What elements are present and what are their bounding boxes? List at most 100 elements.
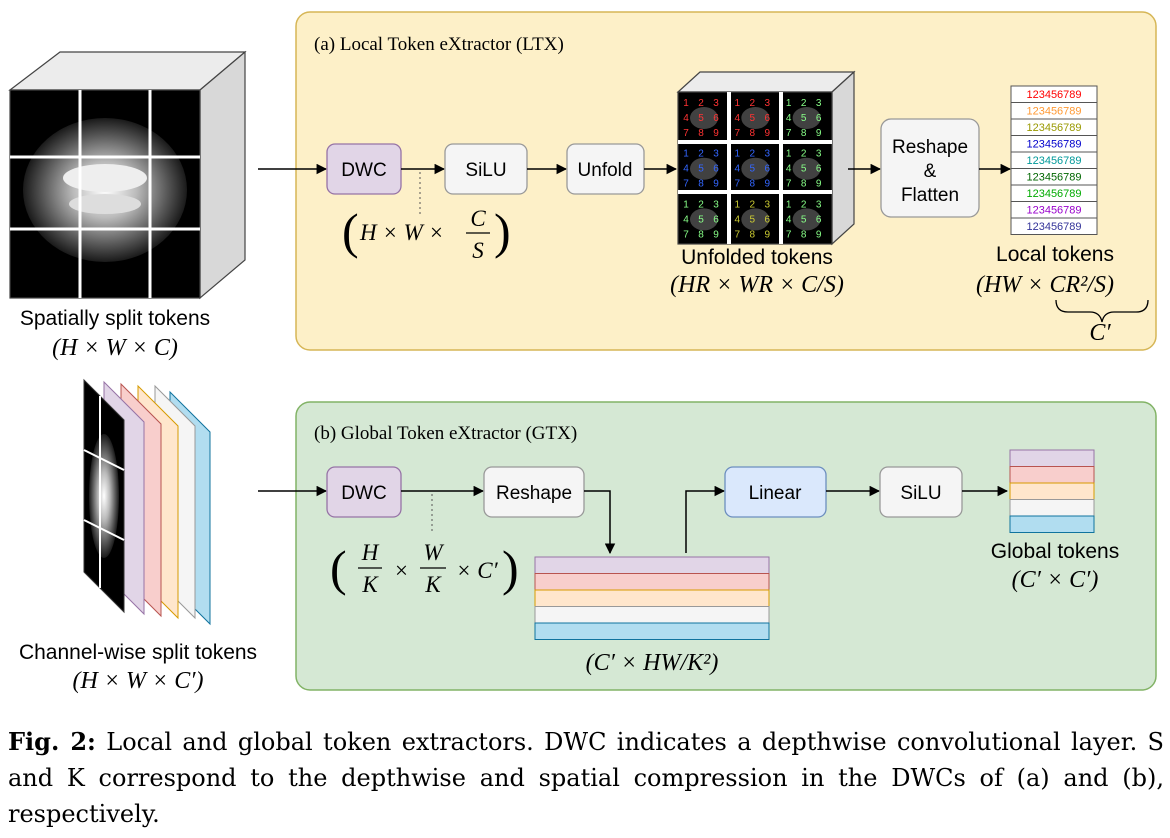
grid-digit: 6 xyxy=(816,113,822,124)
grid-digit: 5 xyxy=(698,164,704,175)
grid-digit: 1 xyxy=(683,98,689,109)
svg-text:× C′: × C′ xyxy=(456,558,499,583)
ltx-reshape-flatten-node[interactable]: Reshape & Flatten xyxy=(880,118,980,218)
ltx-dwc-node[interactable]: DWC xyxy=(326,143,402,195)
grid-digit: 5 xyxy=(698,113,704,124)
grid-digit: 5 xyxy=(750,113,756,124)
token-band xyxy=(534,589,770,607)
grid-digit: 3 xyxy=(765,98,771,109)
grid-digit: 9 xyxy=(765,229,771,240)
grid-digit: 5 xyxy=(750,214,756,225)
grid-digit: 2 xyxy=(750,149,756,160)
grid-digit: 8 xyxy=(750,229,756,240)
local-token-row-text: 123456789 xyxy=(1026,89,1081,101)
gtx-dwc-dims: ( H K × W K × C′ ) xyxy=(330,540,519,597)
gtx-dwc-node[interactable]: DWC xyxy=(326,466,402,518)
grid-digit: 1 xyxy=(683,149,689,160)
local-tokens-label: Local tokens xyxy=(996,243,1114,266)
local-token-row-text: 123456789 xyxy=(1026,139,1081,151)
grid-digit: 9 xyxy=(816,128,822,139)
token-band xyxy=(1009,499,1095,517)
svg-text:×: × xyxy=(395,558,408,583)
grid-digit: 1 xyxy=(735,199,741,210)
unfolded-tokens-dims: (HR × WR × C/S) xyxy=(670,272,844,298)
grid-digit: 4 xyxy=(786,214,792,225)
local-tokens-brace xyxy=(1055,299,1149,323)
ltx-dwc-dims: ( H × W × C S ) xyxy=(342,203,511,263)
gtx-linear-label: Linear xyxy=(749,483,802,504)
grid-digit: 6 xyxy=(765,113,771,124)
grid-digit: 1 xyxy=(786,98,792,109)
grid-digit: 4 xyxy=(735,113,741,124)
token-band xyxy=(1009,482,1095,500)
token-band xyxy=(534,622,770,640)
token-band xyxy=(1009,466,1095,484)
grid-digit: 7 xyxy=(786,128,792,139)
grid-digit: 4 xyxy=(683,214,689,225)
arrow-reshape-to-stack xyxy=(584,490,616,555)
grid-digit: 7 xyxy=(683,179,689,190)
grid-digit: 2 xyxy=(698,199,704,210)
local-token-row-text: 123456789 xyxy=(1026,172,1081,184)
ltx-title: (a) Local Token eXtractor (LTX) xyxy=(314,34,564,55)
grid-digit: 2 xyxy=(698,149,704,160)
ltx-unfold-node[interactable]: Unfold xyxy=(566,143,645,195)
grid-digit: 5 xyxy=(801,164,807,175)
grid-digit: 4 xyxy=(735,164,741,175)
grid-digit: 2 xyxy=(801,98,807,109)
grid-digit: 5 xyxy=(801,214,807,225)
svg-text:): ) xyxy=(494,203,511,259)
grid-digit: 6 xyxy=(765,164,771,175)
grid-digit: 1 xyxy=(786,199,792,210)
local-token-row-text: 123456789 xyxy=(1026,221,1081,233)
svg-text:(: ( xyxy=(330,540,347,596)
grid-digit: 2 xyxy=(801,199,807,210)
grid-digit: 9 xyxy=(765,128,771,139)
spatial-input-label: Spatially split tokens xyxy=(20,307,210,330)
grid-digit: 4 xyxy=(735,214,741,225)
gtx-linear-node[interactable]: Linear xyxy=(724,466,827,518)
gtx-reshape-node[interactable]: Reshape xyxy=(483,466,585,518)
grid-digit: 2 xyxy=(750,98,756,109)
grid-digit: 8 xyxy=(801,229,807,240)
svg-text:K: K xyxy=(361,572,379,597)
channel-input-dims: (H × W × C′) xyxy=(73,668,204,694)
gtx-title: (b) Global Token eXtractor (GTX) xyxy=(314,423,577,444)
grid-digit: 5 xyxy=(801,113,807,124)
svg-text:W: W xyxy=(423,540,444,565)
local-token-row-text: 123456789 xyxy=(1026,205,1081,217)
grid-digit: 8 xyxy=(698,128,704,139)
svg-text:S: S xyxy=(472,238,484,263)
local-token-row-text: 123456789 xyxy=(1026,122,1081,134)
grid-digit: 9 xyxy=(816,229,822,240)
grid-digit: 9 xyxy=(765,179,771,190)
grid-digit: 7 xyxy=(786,179,792,190)
unfolded-tokens-cube: 1 2 34 5 67 8 91 2 34 5 67 8 91 2 34 5 67 8 91 2 34 5 67 8 91 2 34… xyxy=(676,70,856,246)
ltx-silu-node[interactable]: SiLU xyxy=(444,143,528,195)
grid-digit: 3 xyxy=(816,98,822,109)
svg-text:): ) xyxy=(502,540,519,596)
local-token-row-text: 123456789 xyxy=(1026,106,1081,118)
grid-digit: 6 xyxy=(713,164,719,175)
svg-text:H: H xyxy=(361,540,380,565)
grid-digit: 1 xyxy=(786,149,792,160)
grid-digit: 2 xyxy=(750,199,756,210)
local-tokens-dims: (HW × CR²/S) xyxy=(976,272,1114,298)
arrow-stack-to-linear xyxy=(685,485,726,553)
gtx-stack-dims: (C′ × HW/K²) xyxy=(586,650,719,676)
grid-digit: 8 xyxy=(750,128,756,139)
grid-digit: 3 xyxy=(713,98,719,109)
grid-digit: 3 xyxy=(713,149,719,160)
gtx-silu-node[interactable]: SiLU xyxy=(879,466,963,518)
grid-digit: 6 xyxy=(816,164,822,175)
grid-digit: 1 xyxy=(735,98,741,109)
gtx-silu-label: SiLU xyxy=(900,483,941,504)
ltx-unfold-label: Unfold xyxy=(578,160,633,181)
ltx-silu-label: SiLU xyxy=(465,160,506,181)
unfolded-tokens-label: Unfolded tokens xyxy=(681,246,833,269)
reshape-line2: & xyxy=(924,161,937,182)
grid-digit: 9 xyxy=(713,229,719,240)
reshape-line3: Flatten xyxy=(901,185,959,206)
gtx-reshape-label: Reshape xyxy=(496,483,572,504)
grid-digit: 3 xyxy=(765,199,771,210)
